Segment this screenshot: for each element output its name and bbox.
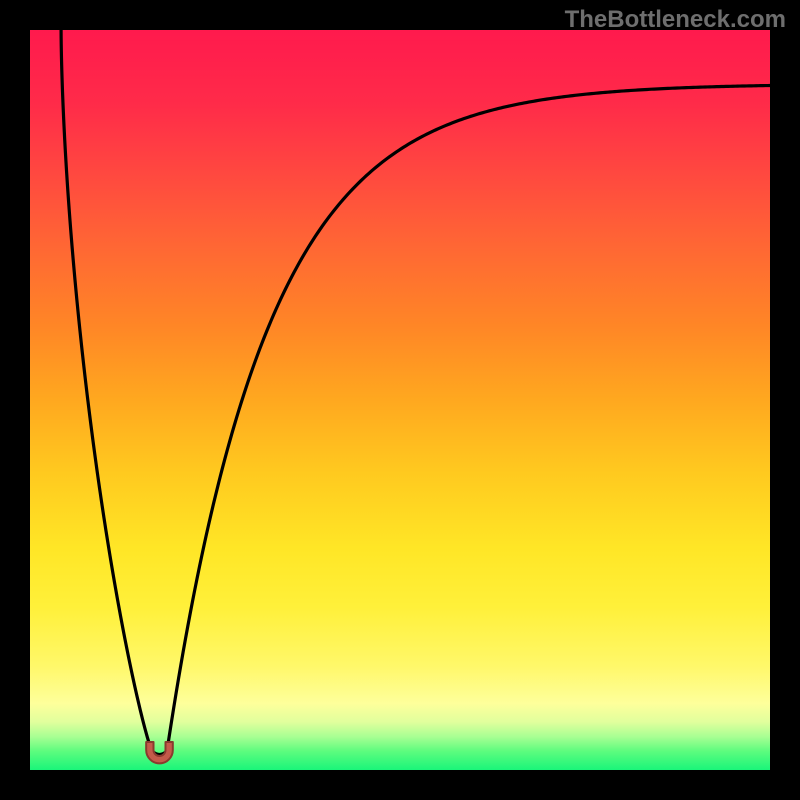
gradient-background [30, 30, 770, 770]
chart-container: TheBottleneck.com [0, 0, 800, 800]
plot-svg [30, 30, 770, 770]
watermark-text: TheBottleneck.com [565, 6, 786, 34]
plot-area [30, 30, 770, 770]
